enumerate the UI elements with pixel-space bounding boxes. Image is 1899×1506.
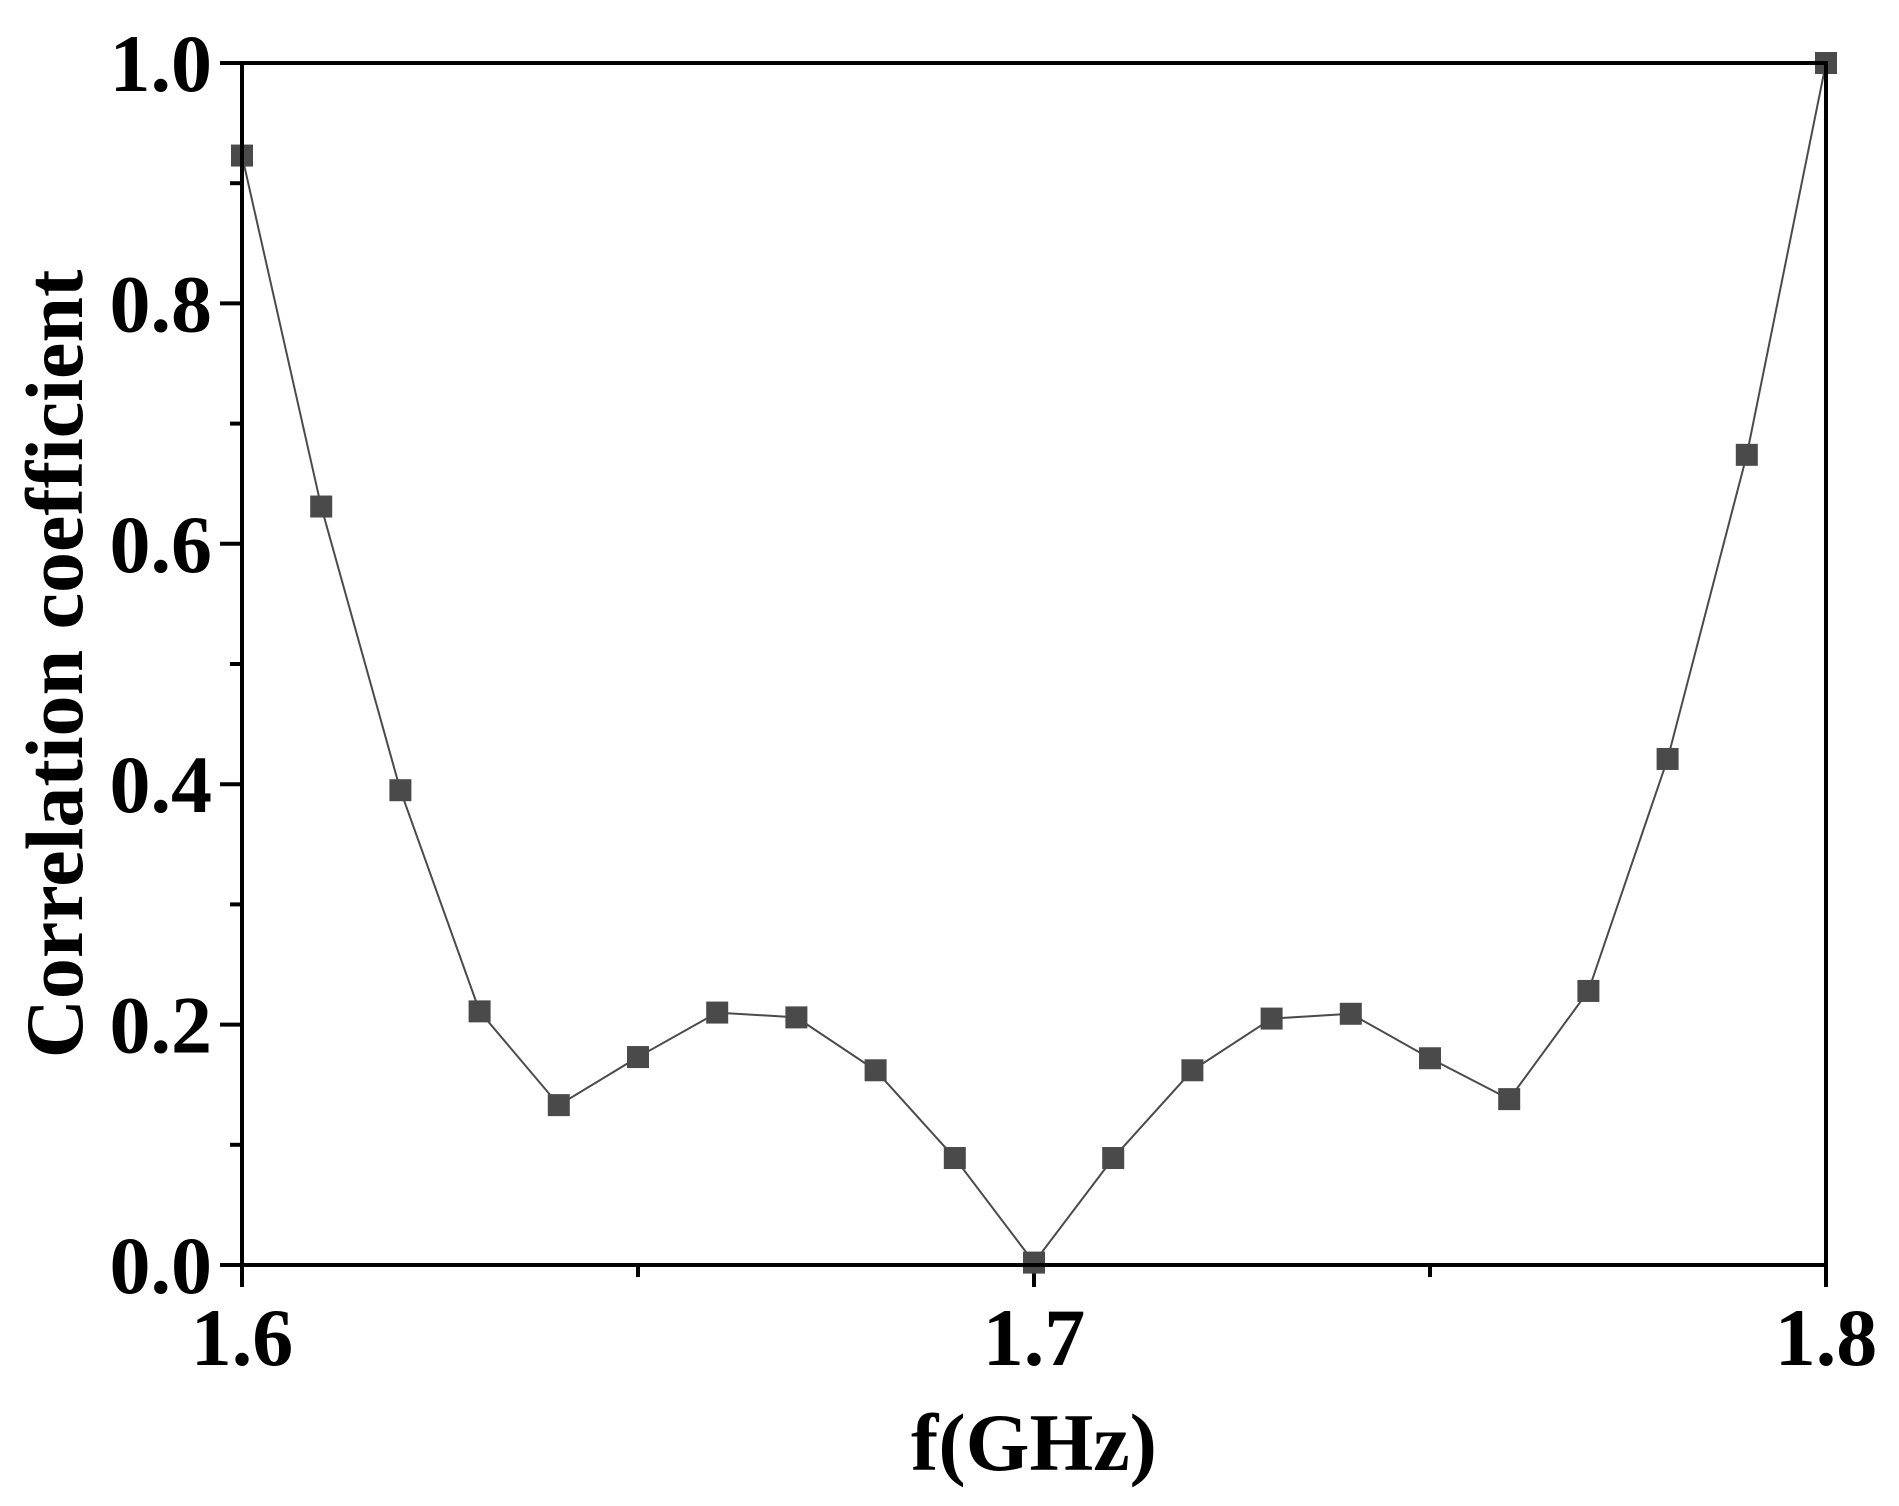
data-point xyxy=(1023,1251,1045,1274)
y-tick-label: 0.6 xyxy=(110,499,213,590)
data-point xyxy=(943,1147,966,1170)
y-tick-label: 0.0 xyxy=(110,1220,213,1311)
x-tick-label: 1.8 xyxy=(1775,1292,1878,1383)
data-point xyxy=(547,1094,570,1117)
data-point xyxy=(389,779,412,802)
axis-ticks xyxy=(220,61,1828,1287)
data-point xyxy=(627,1046,649,1069)
data-point xyxy=(1735,443,1758,466)
data-point xyxy=(706,1001,729,1024)
x-axis-label: f(GHz) xyxy=(911,1397,1157,1488)
series xyxy=(231,52,1837,1274)
y-tick-label: 0.4 xyxy=(110,739,213,830)
data-point xyxy=(1498,1088,1521,1111)
series-line xyxy=(241,62,1827,1265)
y-tick-label: 1.0 xyxy=(110,18,213,109)
x-tick-label: 1.6 xyxy=(191,1292,294,1383)
data-point xyxy=(1181,1059,1204,1082)
x-tick-labels: 1.6 1.7 1.8 xyxy=(191,1292,1878,1383)
y-tick-label: 0.8 xyxy=(110,258,213,349)
data-point xyxy=(785,1006,808,1029)
data-point xyxy=(1339,1002,1362,1025)
plot-frame xyxy=(240,61,1828,1267)
data-point xyxy=(468,1000,491,1023)
y-tick-label: 0.2 xyxy=(110,980,213,1071)
data-point xyxy=(1656,747,1679,770)
data-point xyxy=(1577,979,1600,1002)
data-point xyxy=(310,495,333,518)
y-tick-labels: 0.0 0.2 0.4 0.6 0.8 1.0 xyxy=(110,18,213,1311)
data-point xyxy=(1260,1007,1283,1030)
data-point xyxy=(864,1059,887,1082)
data-point xyxy=(1102,1147,1125,1170)
y-axis-label: Correlation coefficient xyxy=(9,270,100,1059)
data-point xyxy=(1419,1047,1441,1070)
x-tick-label: 1.7 xyxy=(983,1292,1086,1383)
